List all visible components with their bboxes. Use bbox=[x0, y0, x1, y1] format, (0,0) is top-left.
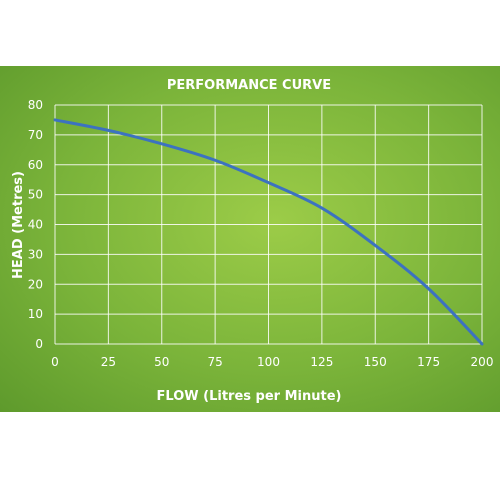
y-tick-label-70: 70 bbox=[28, 128, 43, 142]
x-tick-label-175: 175 bbox=[417, 355, 440, 369]
performance-curve-line bbox=[53, 118, 484, 346]
y-tick-label-30: 30 bbox=[28, 247, 43, 261]
x-tick-label-125: 125 bbox=[310, 355, 333, 369]
x-tick-label-50: 50 bbox=[154, 355, 169, 369]
y-tick-label-10: 10 bbox=[28, 307, 43, 321]
x-axis-title: FLOW (Litres per Minute) bbox=[157, 389, 342, 404]
x-tick-label-25: 25 bbox=[101, 355, 116, 369]
x-tick-label-75: 75 bbox=[207, 355, 222, 369]
x-tick-label-100: 100 bbox=[257, 355, 280, 369]
y-tick-label-40: 40 bbox=[28, 218, 43, 232]
horizontal-gridlines bbox=[55, 104, 482, 345]
chart-panel bbox=[0, 66, 500, 412]
y-tick-label-20: 20 bbox=[28, 277, 43, 291]
x-tick-label-200: 200 bbox=[471, 355, 494, 369]
x-tick-label-150: 150 bbox=[364, 355, 387, 369]
y-tick-label-80: 80 bbox=[28, 98, 43, 112]
y-axis-title: HEAD (Metres) bbox=[11, 171, 26, 279]
x-tick-label-0: 0 bbox=[51, 355, 59, 369]
chart-title: PERFORMANCE CURVE bbox=[167, 78, 331, 93]
x-tick-labels: 0 25 50 75 100 125 150 175 200 bbox=[51, 355, 493, 369]
y-tick-label-50: 50 bbox=[28, 188, 43, 202]
y-tick-label-60: 60 bbox=[28, 158, 43, 172]
y-tick-labels: 0 10 20 30 40 50 60 70 80 bbox=[28, 98, 43, 351]
y-tick-label-0: 0 bbox=[35, 337, 43, 351]
